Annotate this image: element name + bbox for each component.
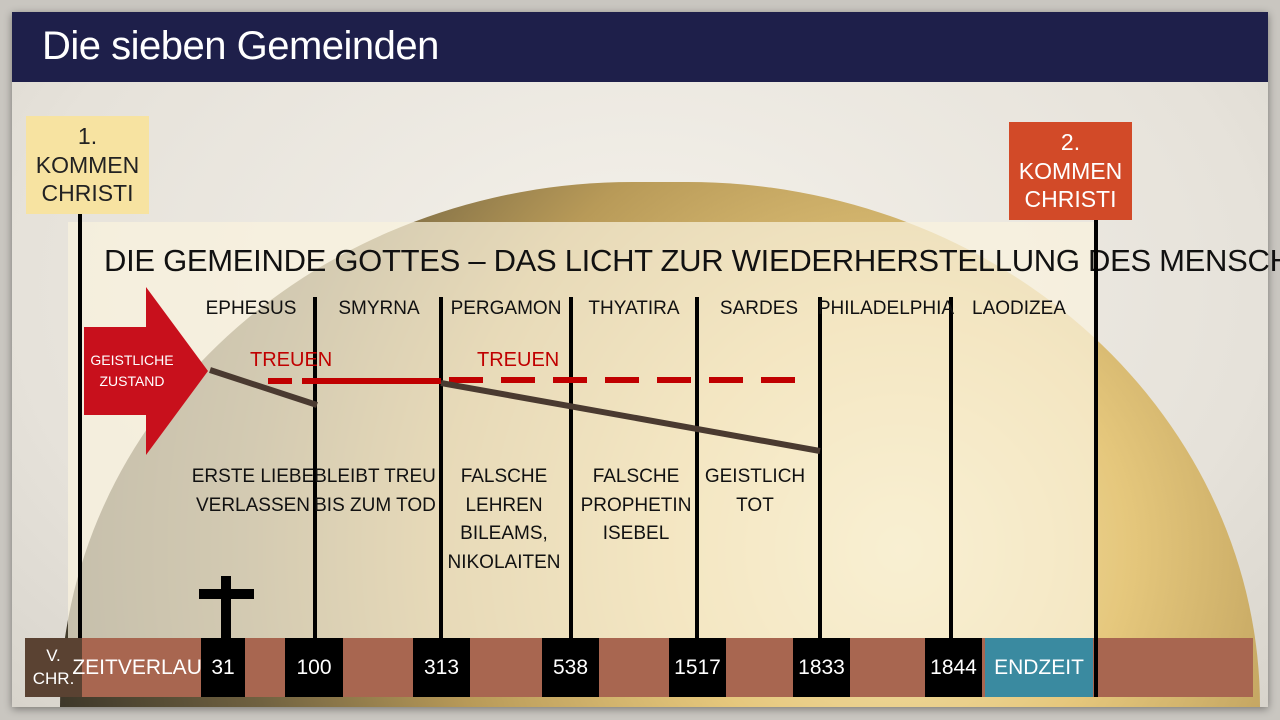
- divider: [313, 297, 317, 640]
- state-arrow: [84, 287, 208, 455]
- church-laodizea: LAODIZEA: [972, 298, 1066, 319]
- page-title: Die sieben Gemeinden: [12, 12, 1268, 82]
- year-538: 538: [542, 638, 599, 697]
- first-coming-line: [78, 214, 82, 640]
- church-thyatira: THYATIRA: [588, 298, 680, 319]
- divider: [695, 297, 699, 640]
- church-ephesus: EPHESUS: [205, 298, 297, 319]
- divider: [949, 297, 953, 640]
- second-coming-line: [1094, 220, 1098, 640]
- endzeit-box: ENDZEIT: [985, 638, 1093, 697]
- year-1844: 1844: [925, 638, 982, 697]
- faithful-label: TREUEN: [250, 349, 333, 371]
- church-pergamon: PERGAMON: [450, 298, 562, 319]
- divider: [569, 297, 573, 640]
- year-313: 313: [413, 638, 470, 697]
- decline-line: [209, 367, 318, 408]
- bc-box: V. CHR.: [25, 638, 82, 697]
- year-1517: 1517: [669, 638, 726, 697]
- content-panel: [68, 222, 1098, 642]
- description-thyatira: FALSCHE PROPHETIN ISEBEL: [580, 466, 692, 544]
- timeline-divider: [1094, 638, 1098, 697]
- year-100: 100: [285, 638, 343, 697]
- description-smyrna: BLEIBT TREU BIS ZUM TOD: [314, 466, 436, 516]
- decline-line: [440, 380, 821, 454]
- description-ephesus: ERSTE LIEBE VERLASSEN: [191, 466, 315, 516]
- second-coming-box: 2. KOMMEN CHRISTI: [1009, 122, 1132, 220]
- church-sardes: SARDES: [719, 298, 799, 319]
- arrow-label: GEISTLICHE ZUSTAND: [90, 352, 174, 389]
- divider: [818, 297, 822, 640]
- main-heading: DIE GEMEINDE GOTTES – DAS LICHT ZUR WIED…: [104, 243, 1280, 278]
- year-31: 31: [201, 638, 245, 697]
- church-philadelphia: PHILADELPHIA: [817, 298, 955, 319]
- faithful-label: TREUEN: [477, 349, 560, 371]
- timeline-label: ZEITVERLAUF: [72, 655, 215, 679]
- first-coming-box: 1. KOMMEN CHRISTI: [26, 116, 149, 214]
- cross-icon: [199, 576, 254, 638]
- description-pergamon: FALSCHE LEHREN BILEAMS, NIKOLAITEN: [447, 466, 561, 573]
- year-1833: 1833: [793, 638, 850, 697]
- description-sardes: GEISTLICH TOT: [704, 466, 806, 516]
- divider: [439, 297, 443, 640]
- church-smyrna: SMYRNA: [338, 298, 420, 319]
